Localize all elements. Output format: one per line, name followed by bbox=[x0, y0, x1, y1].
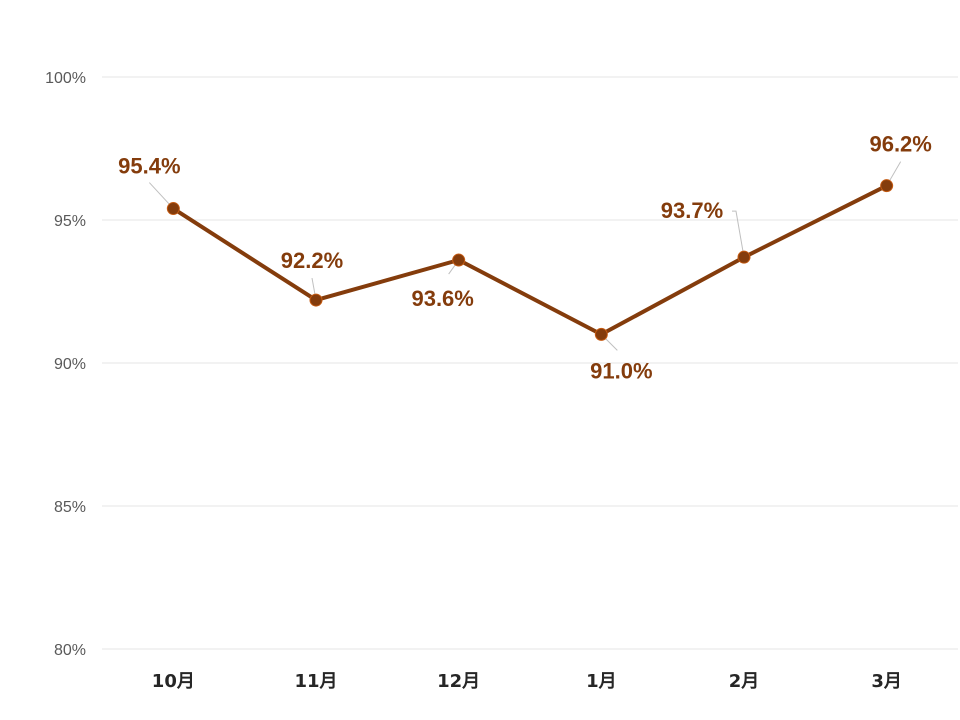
y-tick-label: 95% bbox=[54, 213, 86, 230]
data-point-marker bbox=[309, 293, 323, 307]
series-line bbox=[171, 183, 889, 337]
y-tick-label: 100% bbox=[45, 70, 86, 87]
label-leader-lines bbox=[148, 161, 902, 351]
data-label: 93.6% bbox=[411, 286, 473, 311]
data-point-marker bbox=[594, 327, 608, 341]
data-point-marker bbox=[452, 253, 466, 267]
data-point-marker bbox=[737, 250, 751, 264]
data-point-marker bbox=[166, 202, 180, 216]
x-tick-label: 1月 bbox=[586, 671, 617, 692]
x-tick-label: 12月 bbox=[437, 671, 480, 692]
label-leader-line bbox=[732, 210, 745, 258]
data-label: 96.2% bbox=[869, 132, 931, 157]
data-label: 91.0% bbox=[590, 358, 652, 383]
x-tick-label: 10月 bbox=[152, 671, 195, 692]
x-tick-label: 3月 bbox=[871, 671, 902, 692]
series bbox=[166, 179, 894, 341]
y-tick-label: 85% bbox=[54, 499, 86, 516]
data-label: 93.7% bbox=[661, 198, 723, 223]
x-tick-label: 11月 bbox=[294, 671, 337, 692]
y-tick-label: 80% bbox=[54, 642, 86, 659]
gridlines bbox=[102, 76, 958, 650]
data-label: 92.2% bbox=[281, 248, 343, 273]
x-tick-label: 2月 bbox=[729, 671, 760, 692]
x-axis-ticks: 10月 11月 12月 1月 2月 3月 bbox=[152, 671, 902, 692]
data-labels: 95.4% 92.2% 93.6% 91.0% 93.7% 96.2% bbox=[118, 132, 932, 384]
data-point-marker bbox=[880, 179, 894, 193]
y-tick-label: 90% bbox=[54, 356, 86, 373]
y-axis-ticks: 80% 85% 90% 95% 100% bbox=[45, 70, 86, 659]
data-label: 95.4% bbox=[118, 154, 180, 179]
